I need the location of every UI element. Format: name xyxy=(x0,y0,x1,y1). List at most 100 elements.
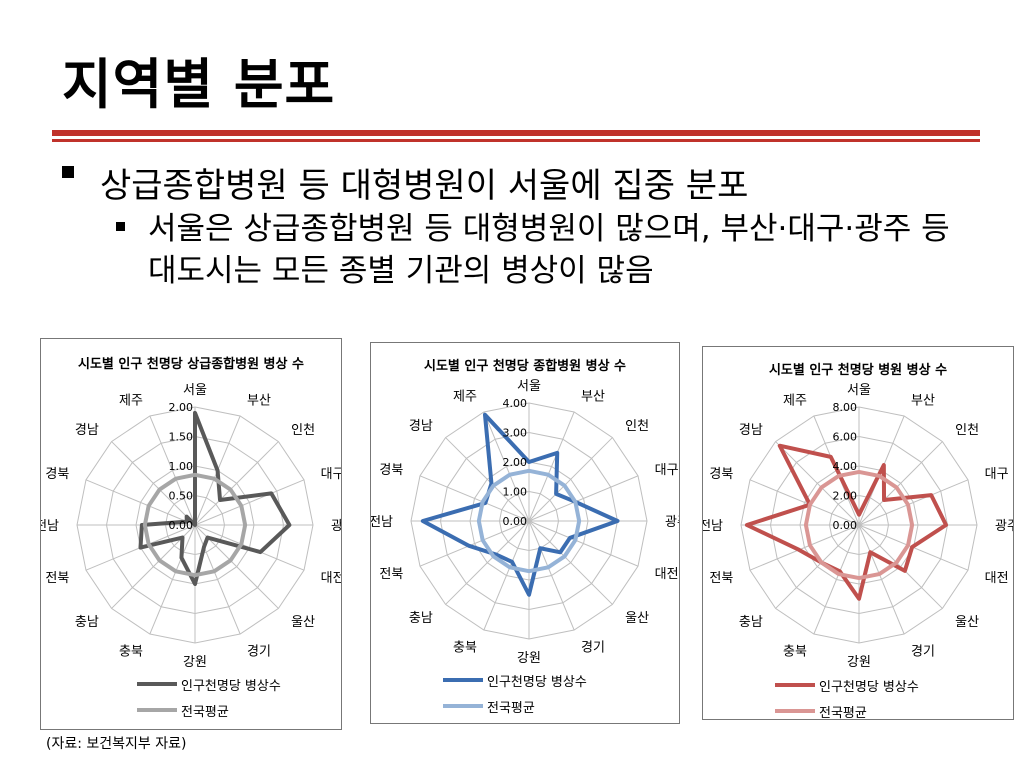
category-label: 전북 xyxy=(709,571,733,586)
category-label: 경기 xyxy=(911,645,935,660)
series-line xyxy=(138,410,292,586)
category-label: 인천 xyxy=(955,423,979,438)
grid-spoke xyxy=(528,520,613,605)
category-label: 전북 xyxy=(45,571,69,586)
tick-label: 2.00 xyxy=(833,490,858,503)
tick-label: 6.00 xyxy=(833,431,858,444)
source-note: (자료: 보건복지부 자료) xyxy=(46,736,187,752)
legend-label: 전국평균 xyxy=(487,701,535,716)
grid-spoke xyxy=(749,524,860,571)
tick-label: 0.00 xyxy=(833,519,858,532)
category-label: 제주 xyxy=(119,393,143,408)
category-label: 경남 xyxy=(409,419,433,434)
category-label: 경북 xyxy=(45,467,69,482)
average-line xyxy=(142,472,248,578)
legend-label: 전국평균 xyxy=(819,706,867,721)
tick-label: 2.00 xyxy=(503,456,528,469)
category-label: 충북 xyxy=(119,645,143,660)
chart-title: 시도별 인구 천명당 종합병원 병상 수 xyxy=(423,359,627,374)
slide-title: 지역별 분포 xyxy=(62,53,336,116)
grid-spoke xyxy=(775,441,860,526)
bullet-marker-2 xyxy=(116,222,125,231)
category-label: 대전 xyxy=(321,571,341,586)
bullet-1: 상급종합병원 등 대형병원이 서울에 집중 분포 xyxy=(100,166,749,206)
grid-spoke xyxy=(419,520,530,567)
category-label: 강원 xyxy=(847,655,871,670)
tick-label: 1.50 xyxy=(169,431,194,444)
category-label: 충남 xyxy=(75,615,99,630)
legend-swatch xyxy=(775,683,815,687)
category-label: 경남 xyxy=(75,423,99,438)
category-label: 경기 xyxy=(581,641,605,656)
tick-label: 8.00 xyxy=(833,401,858,414)
grid-spoke xyxy=(483,520,530,631)
grid-spoke xyxy=(858,479,969,526)
category-label: 광주 xyxy=(995,519,1013,534)
grid-spoke xyxy=(194,441,279,526)
grid-spoke xyxy=(445,437,530,522)
category-label: 부산 xyxy=(911,393,935,408)
grid-spoke xyxy=(419,475,530,522)
tick-label: 3.00 xyxy=(503,427,528,440)
grid-spoke xyxy=(483,411,530,522)
tick-label: 4.00 xyxy=(503,397,528,410)
category-label: 강원 xyxy=(183,655,207,670)
tick-label: 0.50 xyxy=(169,490,194,503)
grid-spoke xyxy=(528,520,575,631)
category-label: 충남 xyxy=(409,611,433,626)
bullet-marker-1 xyxy=(62,166,74,178)
grid-spoke xyxy=(149,524,196,635)
grid-spoke xyxy=(445,520,530,605)
grid-spoke xyxy=(528,411,575,522)
chart-panel-3: 시도별 인구 천명당 병원 병상 수 서울 부산 인천 대구 광주 대전 울산 경기 강원 충북 충… xyxy=(702,346,1014,721)
tick-label: 0.00 xyxy=(503,515,528,528)
category-label: 제주 xyxy=(453,389,477,404)
legend-label: 전국평균 xyxy=(181,705,229,720)
category-label: 인천 xyxy=(625,419,649,434)
tick-label: 1.00 xyxy=(169,460,194,473)
grid-spoke xyxy=(111,441,196,526)
category-label: 인천 xyxy=(291,423,315,438)
series-line xyxy=(744,443,949,601)
category-label: 전남 xyxy=(371,515,393,530)
grid-spoke xyxy=(149,415,196,526)
average-line xyxy=(803,469,915,581)
category-label: 전남 xyxy=(703,519,723,534)
category-label: 대구 xyxy=(321,467,341,482)
category-label: 충북 xyxy=(453,641,477,656)
category-label: 전남 xyxy=(41,519,59,534)
legend-swatch xyxy=(137,682,177,686)
grid-spoke xyxy=(858,524,905,635)
average-line xyxy=(476,468,582,574)
tick-label: 2.00 xyxy=(169,401,194,414)
legend-label: 인구천명당 병상수 xyxy=(819,680,919,695)
grid-spoke xyxy=(749,479,860,526)
category-label: 경북 xyxy=(379,463,403,478)
category-label: 울산 xyxy=(955,615,979,630)
category-label: 충남 xyxy=(739,615,763,630)
category-label: 전북 xyxy=(379,567,403,582)
category-label: 부산 xyxy=(581,389,605,404)
bullet-2: 서울은 상급종합병원 등 대형병원이 많으며, 부산·대구·광주 등 대도시는 … xyxy=(148,211,950,289)
legend-label: 인구천명당 병상수 xyxy=(181,679,281,694)
legend-label: 인구천명당 병상수 xyxy=(487,675,587,690)
legend-swatch xyxy=(137,708,177,712)
chart-panel-1: 시도별 인구 천명당 상급종합병원 병상 수 서울부산인천대구광주대전울산경기강… xyxy=(40,338,342,730)
category-label: 대구 xyxy=(985,467,1009,482)
grid-spoke xyxy=(775,524,860,609)
category-label: 충북 xyxy=(783,645,807,660)
title-divider-thin xyxy=(52,139,980,142)
tick-label: 0.00 xyxy=(169,519,194,532)
chart-title: 시도별 인구 천명당 병원 병상 수 xyxy=(768,363,948,378)
category-label: 제주 xyxy=(783,393,807,408)
grid-spoke xyxy=(528,475,639,522)
chart-title: 시도별 인구 천명당 상급종합병원 병상 수 xyxy=(78,357,304,372)
category-label: 서울 xyxy=(847,383,871,398)
category-label: 경남 xyxy=(739,423,763,438)
legend-swatch xyxy=(443,704,483,708)
category-label: 서울 xyxy=(183,383,207,398)
